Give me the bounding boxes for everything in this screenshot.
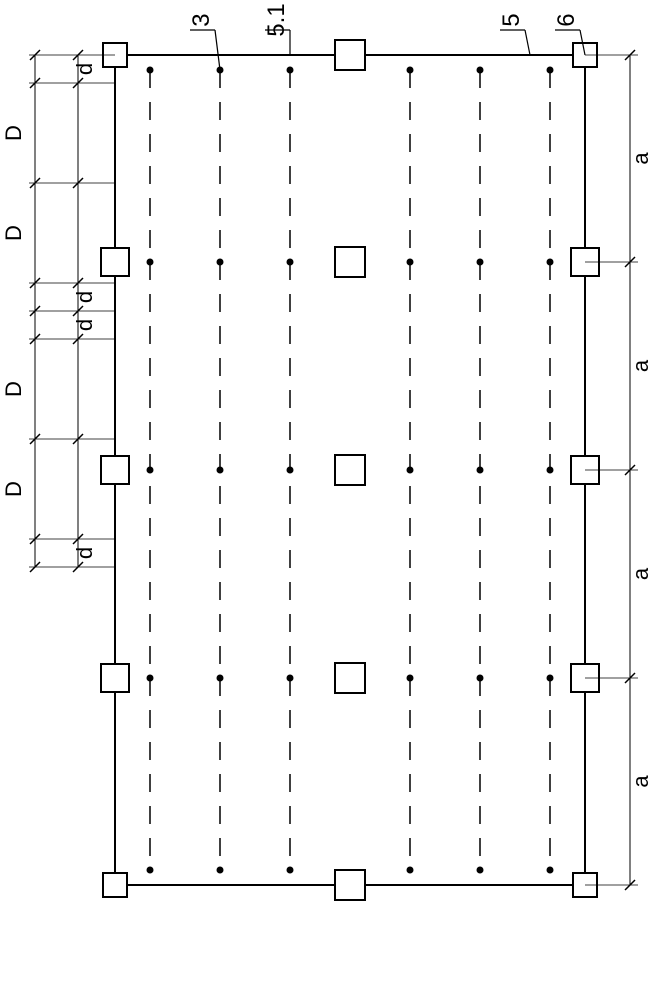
svg-text:3: 3 — [188, 13, 215, 26]
svg-text:6: 6 — [553, 13, 580, 26]
svg-text:D: D — [1, 481, 26, 497]
svg-text:d: d — [72, 547, 97, 559]
svg-text:5.1: 5.1 — [263, 3, 290, 36]
svg-text:a: a — [628, 567, 653, 580]
svg-text:d: d — [72, 63, 97, 75]
svg-text:a: a — [628, 152, 653, 165]
diagram-svg: 5.1 3 5 6 a a a a d D Dd d D Dd — [0, 0, 662, 1000]
diagram-canvas: 5.1 3 5 6 a a a a d D Dd d D Dd — [0, 0, 662, 1000]
svg-text:D: D — [1, 381, 26, 397]
svg-text:a: a — [628, 359, 653, 372]
svg-text:D: D — [1, 125, 26, 141]
svg-text:D: D — [1, 225, 26, 241]
svg-text:d: d — [72, 319, 97, 331]
svg-text:5: 5 — [498, 13, 525, 26]
svg-text:d: d — [72, 291, 97, 303]
svg-text:a: a — [628, 775, 653, 788]
